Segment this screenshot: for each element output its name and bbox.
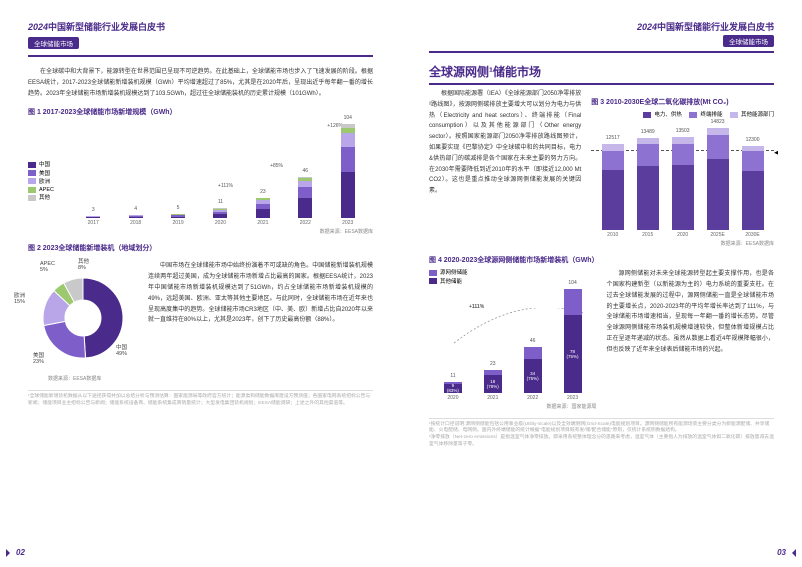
section-title: 全球源网侧¹储能市场 (429, 63, 774, 85)
header-right: 2024中国新型储能行业发展白皮书 全球储能市场 (429, 20, 774, 53)
header-left: 2024中国新型储能行业发展白皮书 全球储能市场 (28, 20, 373, 57)
fig1-legend: 中国 美国 欧洲 APEC 其他 (28, 161, 62, 226)
right-col-text: 根据国际能源署（IEA）《全球能源部门2050净零排放²路线图》，按源网侧碳排放… (429, 89, 581, 247)
fig4-side-text: 源网侧储能对未来全球能源转型起主要支撑作用，也是各个国家构建新型（以新能源为主的… (607, 269, 775, 410)
fig3-source: 数据来源：EESA数据库 (591, 240, 774, 247)
fig1-source: 数据来源：EESA数据库 (28, 228, 373, 235)
footnote-right: ¹按统计口径说明:源网侧储能包括公用事业级(Utility-Scale)以及全效… (429, 418, 774, 449)
fig3-chart: ◀ 125172010134892015135032020148232025E1… (591, 123, 774, 238)
fig4-chart: +111% 119 (83%)20202318 (78%)20214634 (7… (429, 286, 597, 401)
fig2-donut: 中国49% 美国23% 欧洲15% APEC5% 其他8% (28, 263, 138, 373)
fig1-title: 图 1 2017-2023全球储能市场新增规模（GWh） (28, 107, 373, 117)
page-right: 2024中国新型储能行业发展白皮书 全球储能市场 全球源网侧¹储能市场 根据国际… (401, 0, 802, 567)
fig3-legend: 电力、供热 终端排能 其他能源部门 (591, 111, 774, 119)
header-subtitle: 全球储能市场 (28, 37, 79, 49)
fig2-title: 图 2 2023全球储能新增装机（地域划分） (28, 243, 373, 253)
fig2-source: 数据来源：EESA数据库 (48, 375, 373, 382)
footnote-left: ¹全球储能新增装机数据从以下途径获得并加以总结分析与预测估算：国家能源局等政府官… (28, 390, 373, 407)
fig2-text: 中国市场在全球储能市场中始终扮演着不可或缺的角色。中国储能新增装机规模连续两年超… (148, 261, 373, 373)
page-deco-right (792, 549, 796, 557)
fig4-title: 图 4 2020-2023全球源网侧储能市场新增装机（GWh） (429, 255, 774, 265)
page-number-right: 03 (777, 548, 786, 557)
page-deco-left (6, 549, 10, 557)
header-year: 2024 (28, 22, 48, 32)
page-number-left: 02 (16, 548, 25, 557)
fig1-chart: +126% +85% +111% 32017420185201911202023… (68, 121, 373, 226)
page-left: 2024中国新型储能行业发展白皮书 全球储能市场 在全球碳中和大背景下，能源转型… (0, 0, 401, 567)
fig3-title: 图 3 2010-2030E全球二氧化碳排放(Mt CO₂) (591, 97, 774, 107)
intro-paragraph: 在全球碳中和大背景下，能源转型在世界范围已呈现不可逆趋势。在此基础上，全球储能市… (28, 67, 373, 99)
header-main: 中国新型储能行业发展白皮书 (48, 22, 165, 32)
fig4-source: 数据来源：国家能源局 (429, 403, 597, 410)
